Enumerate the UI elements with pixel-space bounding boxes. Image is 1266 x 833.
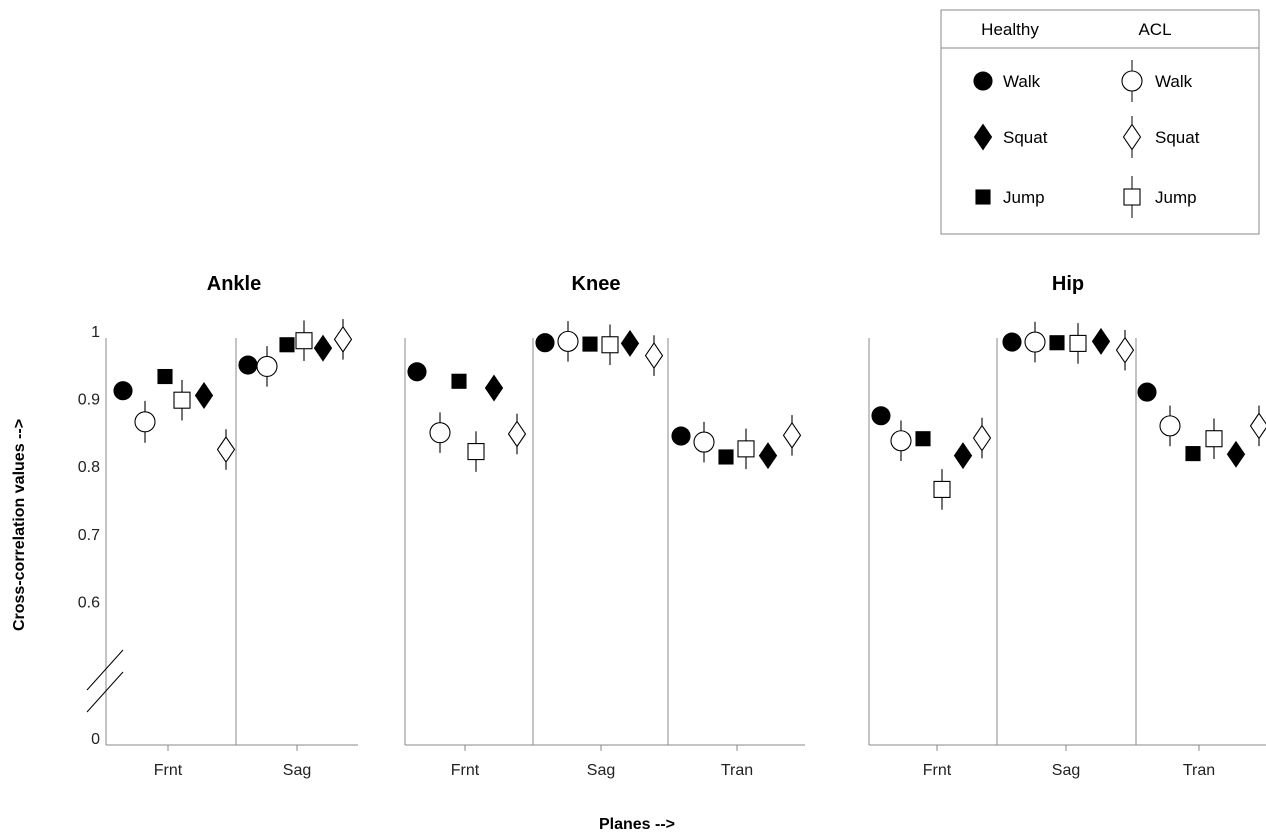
axis-break-mark (86, 649, 124, 713)
data-point-acl-squat (507, 420, 527, 448)
x-tick-label: Sag (1052, 762, 1080, 779)
data-point-healthy-walk (535, 333, 555, 353)
data-point-healthy-walk (407, 362, 427, 382)
data-point-acl-walk (256, 355, 278, 377)
legend-marker-acl-walk (1121, 70, 1143, 92)
legend-header: Healthy (981, 20, 1039, 39)
data-point-healthy-squat (1091, 327, 1111, 355)
x-tick-label: Frnt (451, 762, 480, 779)
panel-title: Ankle (207, 273, 261, 295)
x-tick-label: Sag (587, 762, 615, 779)
x-tick-label: Tran (1183, 762, 1215, 779)
data-point-healthy-squat (620, 329, 640, 357)
data-point-healthy-walk (671, 426, 691, 446)
x-tick-label: Sag (283, 762, 311, 779)
data-point-healthy-jump (718, 449, 734, 465)
panel-hip: Hip Frnt Sag Tran (868, 273, 1266, 779)
legend: Healthy ACL Walk Walk Squat Squat Jump Jump (940, 9, 1260, 235)
data-point-acl-jump (601, 336, 619, 354)
panel-title: Knee (572, 273, 621, 295)
data-point-healthy-walk (871, 406, 891, 426)
legend-label: Squat (1155, 128, 1200, 147)
data-point-acl-walk (693, 431, 715, 453)
data-point-acl-jump (1205, 430, 1223, 448)
legend-marker-healthy-squat (973, 123, 993, 151)
y-tick-label: 0.8 (78, 459, 100, 476)
panel-ankle: Ankle Frnt Sag (105, 273, 358, 779)
data-point-healthy-jump (451, 373, 467, 389)
x-tick-label: Tran (721, 762, 753, 779)
data-point-healthy-walk (1002, 332, 1022, 352)
data-point-acl-squat (1249, 412, 1266, 440)
data-point-acl-squat (972, 424, 992, 452)
data-point-healthy-walk (1137, 382, 1157, 402)
data-point-healthy-walk (113, 381, 133, 401)
legend-marker-healthy-jump (975, 189, 991, 205)
data-point-acl-jump (933, 480, 951, 498)
data-point-acl-walk (1024, 331, 1046, 353)
data-point-healthy-jump (279, 337, 295, 353)
legend-label: Squat (1003, 128, 1048, 147)
data-point-acl-walk (134, 411, 156, 433)
x-tick-label: Frnt (154, 762, 183, 779)
legend-label: Walk (1003, 72, 1041, 91)
data-point-healthy-squat (194, 381, 214, 409)
y-tick-label: 1 (91, 324, 100, 341)
legend-marker-acl-squat (1122, 123, 1142, 151)
data-point-healthy-jump (1049, 335, 1065, 351)
legend-marker-healthy-walk (973, 71, 993, 91)
legend-box (940, 9, 1260, 235)
data-point-healthy-squat (484, 374, 504, 402)
panel-title: Hip (1052, 273, 1084, 295)
data-point-acl-squat (644, 342, 664, 370)
data-point-acl-squat (782, 421, 802, 449)
data-point-healthy-squat (758, 442, 778, 470)
legend-label: Walk (1155, 72, 1193, 91)
data-point-acl-walk (429, 422, 451, 444)
y-axis-ticks: 1 0.9 0.8 0.7 0.6 0 (78, 324, 100, 748)
data-point-acl-walk (557, 330, 579, 352)
data-point-acl-jump (467, 443, 485, 461)
data-point-healthy-jump (582, 336, 598, 352)
data-point-acl-jump (1069, 334, 1087, 352)
y-tick-label: 0 (91, 731, 100, 748)
y-axis-label: Cross-correlation values --> (11, 419, 28, 631)
y-tick-label: 0.9 (78, 392, 100, 409)
data-point-acl-walk (890, 430, 912, 452)
data-point-healthy-walk (238, 355, 258, 375)
data-point-healthy-jump (157, 368, 173, 385)
data-point-acl-squat (216, 436, 236, 464)
legend-label: Jump (1003, 188, 1045, 207)
data-point-healthy-squat (1226, 440, 1246, 468)
y-tick-label: 0.7 (78, 527, 100, 544)
x-tick-label: Frnt (923, 762, 952, 779)
data-point-acl-walk (1159, 415, 1181, 437)
data-point-healthy-jump (1185, 446, 1201, 462)
data-point-healthy-squat (313, 334, 333, 362)
data-point-acl-jump (295, 332, 313, 350)
y-tick-label: 0.6 (78, 594, 100, 611)
data-point-acl-jump (173, 391, 191, 409)
legend-label: Jump (1155, 188, 1197, 207)
legend-marker-acl-jump (1123, 188, 1141, 206)
data-point-acl-jump (737, 440, 755, 458)
x-axis-label: Planes --> (599, 816, 675, 833)
data-point-healthy-squat (953, 442, 973, 470)
legend-header: ACL (1138, 20, 1171, 39)
data-point-acl-squat (1115, 336, 1135, 364)
panel-knee: Knee Frnt Sag Tran (404, 273, 805, 779)
panels: Ankle Frnt Sag Knee Frnt Sag Tran Hip Frnt Sag Tra… (78, 273, 1266, 779)
data-point-healthy-jump (915, 431, 931, 447)
data-point-acl-squat (333, 325, 353, 353)
